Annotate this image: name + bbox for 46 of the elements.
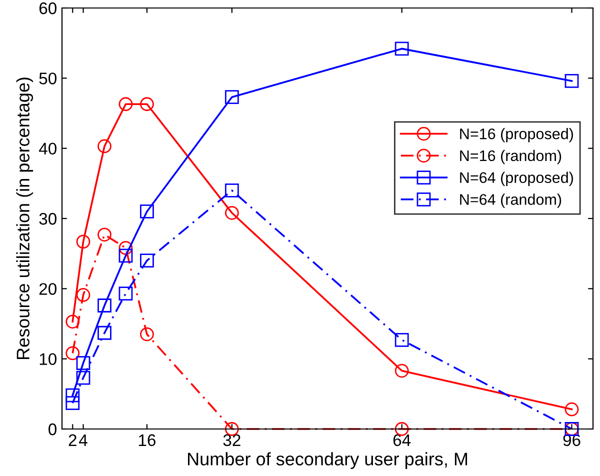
point <box>98 298 112 312</box>
point <box>76 234 90 249</box>
y-tick-label: 30 <box>39 212 56 225</box>
y-tick-label: 50 <box>39 72 56 84</box>
point <box>66 314 80 329</box>
point <box>76 288 90 302</box>
legend-label: N=64 (proposed) <box>460 172 573 186</box>
point <box>118 286 133 301</box>
point <box>66 388 80 402</box>
x-tick-label: 16 <box>138 434 156 446</box>
point <box>394 332 409 347</box>
point <box>140 97 154 112</box>
x-tick-label: 2 <box>68 434 76 446</box>
point <box>76 356 90 370</box>
point <box>564 74 579 88</box>
point <box>140 204 154 218</box>
point <box>118 97 133 112</box>
point <box>66 396 80 410</box>
x-tick-label: 64 <box>393 434 411 446</box>
point <box>394 364 409 378</box>
x-tick-label: 32 <box>223 434 240 446</box>
point <box>224 183 239 198</box>
point <box>98 228 112 242</box>
legend-label: N=16 (random) <box>460 150 562 164</box>
y-axis-title: Resource utilization (in percentage) <box>16 78 34 360</box>
point <box>98 139 112 154</box>
point <box>224 90 239 104</box>
point <box>66 346 80 360</box>
point <box>564 402 579 416</box>
x-tick-label: 4 <box>78 434 88 446</box>
point <box>140 254 154 268</box>
y-tick-label: 10 <box>40 353 56 366</box>
legend-label: N=64 (random) <box>460 194 562 208</box>
point <box>98 326 112 340</box>
y-tick-label: 40 <box>38 142 56 155</box>
point <box>140 327 154 342</box>
legend-label: N=16 (proposed) <box>460 128 573 142</box>
y-tick-label: 60 <box>39 2 56 14</box>
x-axis-title: Number of secondary user pairs, M <box>188 452 468 470</box>
point <box>76 370 90 385</box>
point <box>394 42 409 56</box>
point <box>118 248 133 263</box>
y-tick-label: 0 <box>48 423 56 436</box>
y-tick-label: 20 <box>39 283 56 295</box>
point <box>224 206 239 220</box>
point <box>118 241 133 255</box>
